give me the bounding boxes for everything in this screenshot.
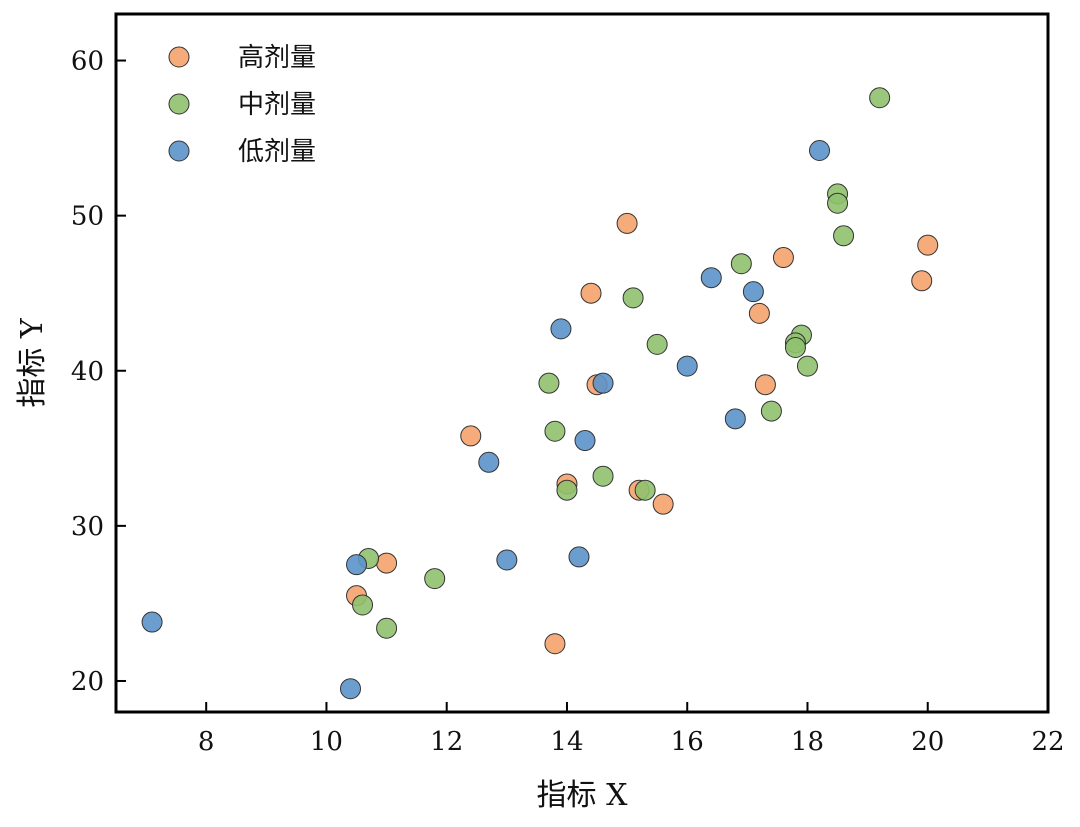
point-series-2-8	[478, 451, 500, 473]
plot-frame	[114, 12, 1050, 714]
point-series-1-4	[730, 253, 752, 275]
point-series-2-10	[568, 546, 590, 568]
legend-label-0: 高剂量	[238, 43, 316, 73]
point-series-0-3	[917, 234, 939, 256]
x-tick-label: 16	[671, 727, 704, 757]
ticks-layer: 8 10 12 14 16 18 20 22 20 30 40 50 60	[71, 47, 1065, 757]
point-series-1-12	[538, 372, 560, 394]
point-series-2-12	[141, 611, 163, 633]
y-tick-label: 30	[71, 512, 104, 542]
point-series-2-2	[742, 281, 764, 303]
point-series-2-4	[676, 355, 698, 377]
point-series-2-5	[592, 372, 614, 394]
point-series-0-11	[652, 493, 674, 515]
point-series-0-1	[580, 282, 602, 304]
legend-marker-1	[168, 93, 190, 115]
x-tick-label: 18	[791, 727, 824, 757]
point-series-2-1	[700, 267, 722, 289]
x-tick-label: 22	[1031, 727, 1064, 757]
point-series-1-11	[760, 400, 782, 422]
x-tick-label: 14	[550, 727, 583, 757]
point-series-0-5	[748, 302, 770, 324]
point-series-1-13	[544, 420, 566, 442]
point-series-0-4	[911, 270, 933, 292]
x-tick-label: 8	[198, 727, 215, 757]
points-layer	[141, 87, 939, 700]
point-series-0-12	[376, 552, 398, 574]
point-series-2-13	[340, 678, 362, 700]
x-tick-label: 20	[911, 727, 944, 757]
point-series-0-14	[544, 633, 566, 655]
legend-label-1: 中剂量	[238, 90, 316, 120]
point-series-1-6	[646, 333, 668, 355]
point-series-1-19	[352, 594, 374, 616]
point-series-1-18	[424, 568, 446, 590]
x-tick-label: 12	[430, 727, 463, 757]
x-axis-title: 指标 X	[537, 778, 629, 813]
y-tick-label: 40	[71, 357, 104, 387]
point-series-0-6	[754, 374, 776, 396]
point-series-1-10	[796, 355, 818, 377]
point-series-1-0	[869, 87, 891, 109]
y-tick-label: 50	[71, 202, 104, 232]
legend-marker-0	[168, 46, 190, 68]
point-series-1-15	[556, 479, 578, 501]
point-series-0-0	[616, 212, 638, 234]
point-series-2-6	[724, 408, 746, 430]
point-series-1-3	[833, 225, 855, 247]
point-series-2-3	[550, 318, 572, 340]
point-series-0-2	[772, 247, 794, 269]
x-tick-label: 10	[310, 727, 343, 757]
point-series-0-8	[460, 425, 482, 447]
point-series-1-14	[592, 465, 614, 487]
point-series-2-0	[809, 139, 831, 161]
y-tick-label: 20	[71, 667, 104, 697]
legend-marker-2	[168, 140, 190, 162]
point-series-2-11	[346, 554, 368, 576]
point-series-2-7	[574, 430, 596, 452]
y-axis-title: 指标 Y	[15, 317, 50, 408]
y-tick-label: 60	[71, 47, 104, 77]
point-series-2-9	[496, 549, 518, 571]
legend-label-2: 低剂量	[238, 137, 316, 167]
point-series-1-20	[376, 617, 398, 639]
point-series-1-2	[827, 192, 849, 214]
point-series-1-5	[622, 287, 644, 309]
point-series-1-9	[784, 336, 806, 358]
point-series-1-16	[634, 479, 656, 501]
